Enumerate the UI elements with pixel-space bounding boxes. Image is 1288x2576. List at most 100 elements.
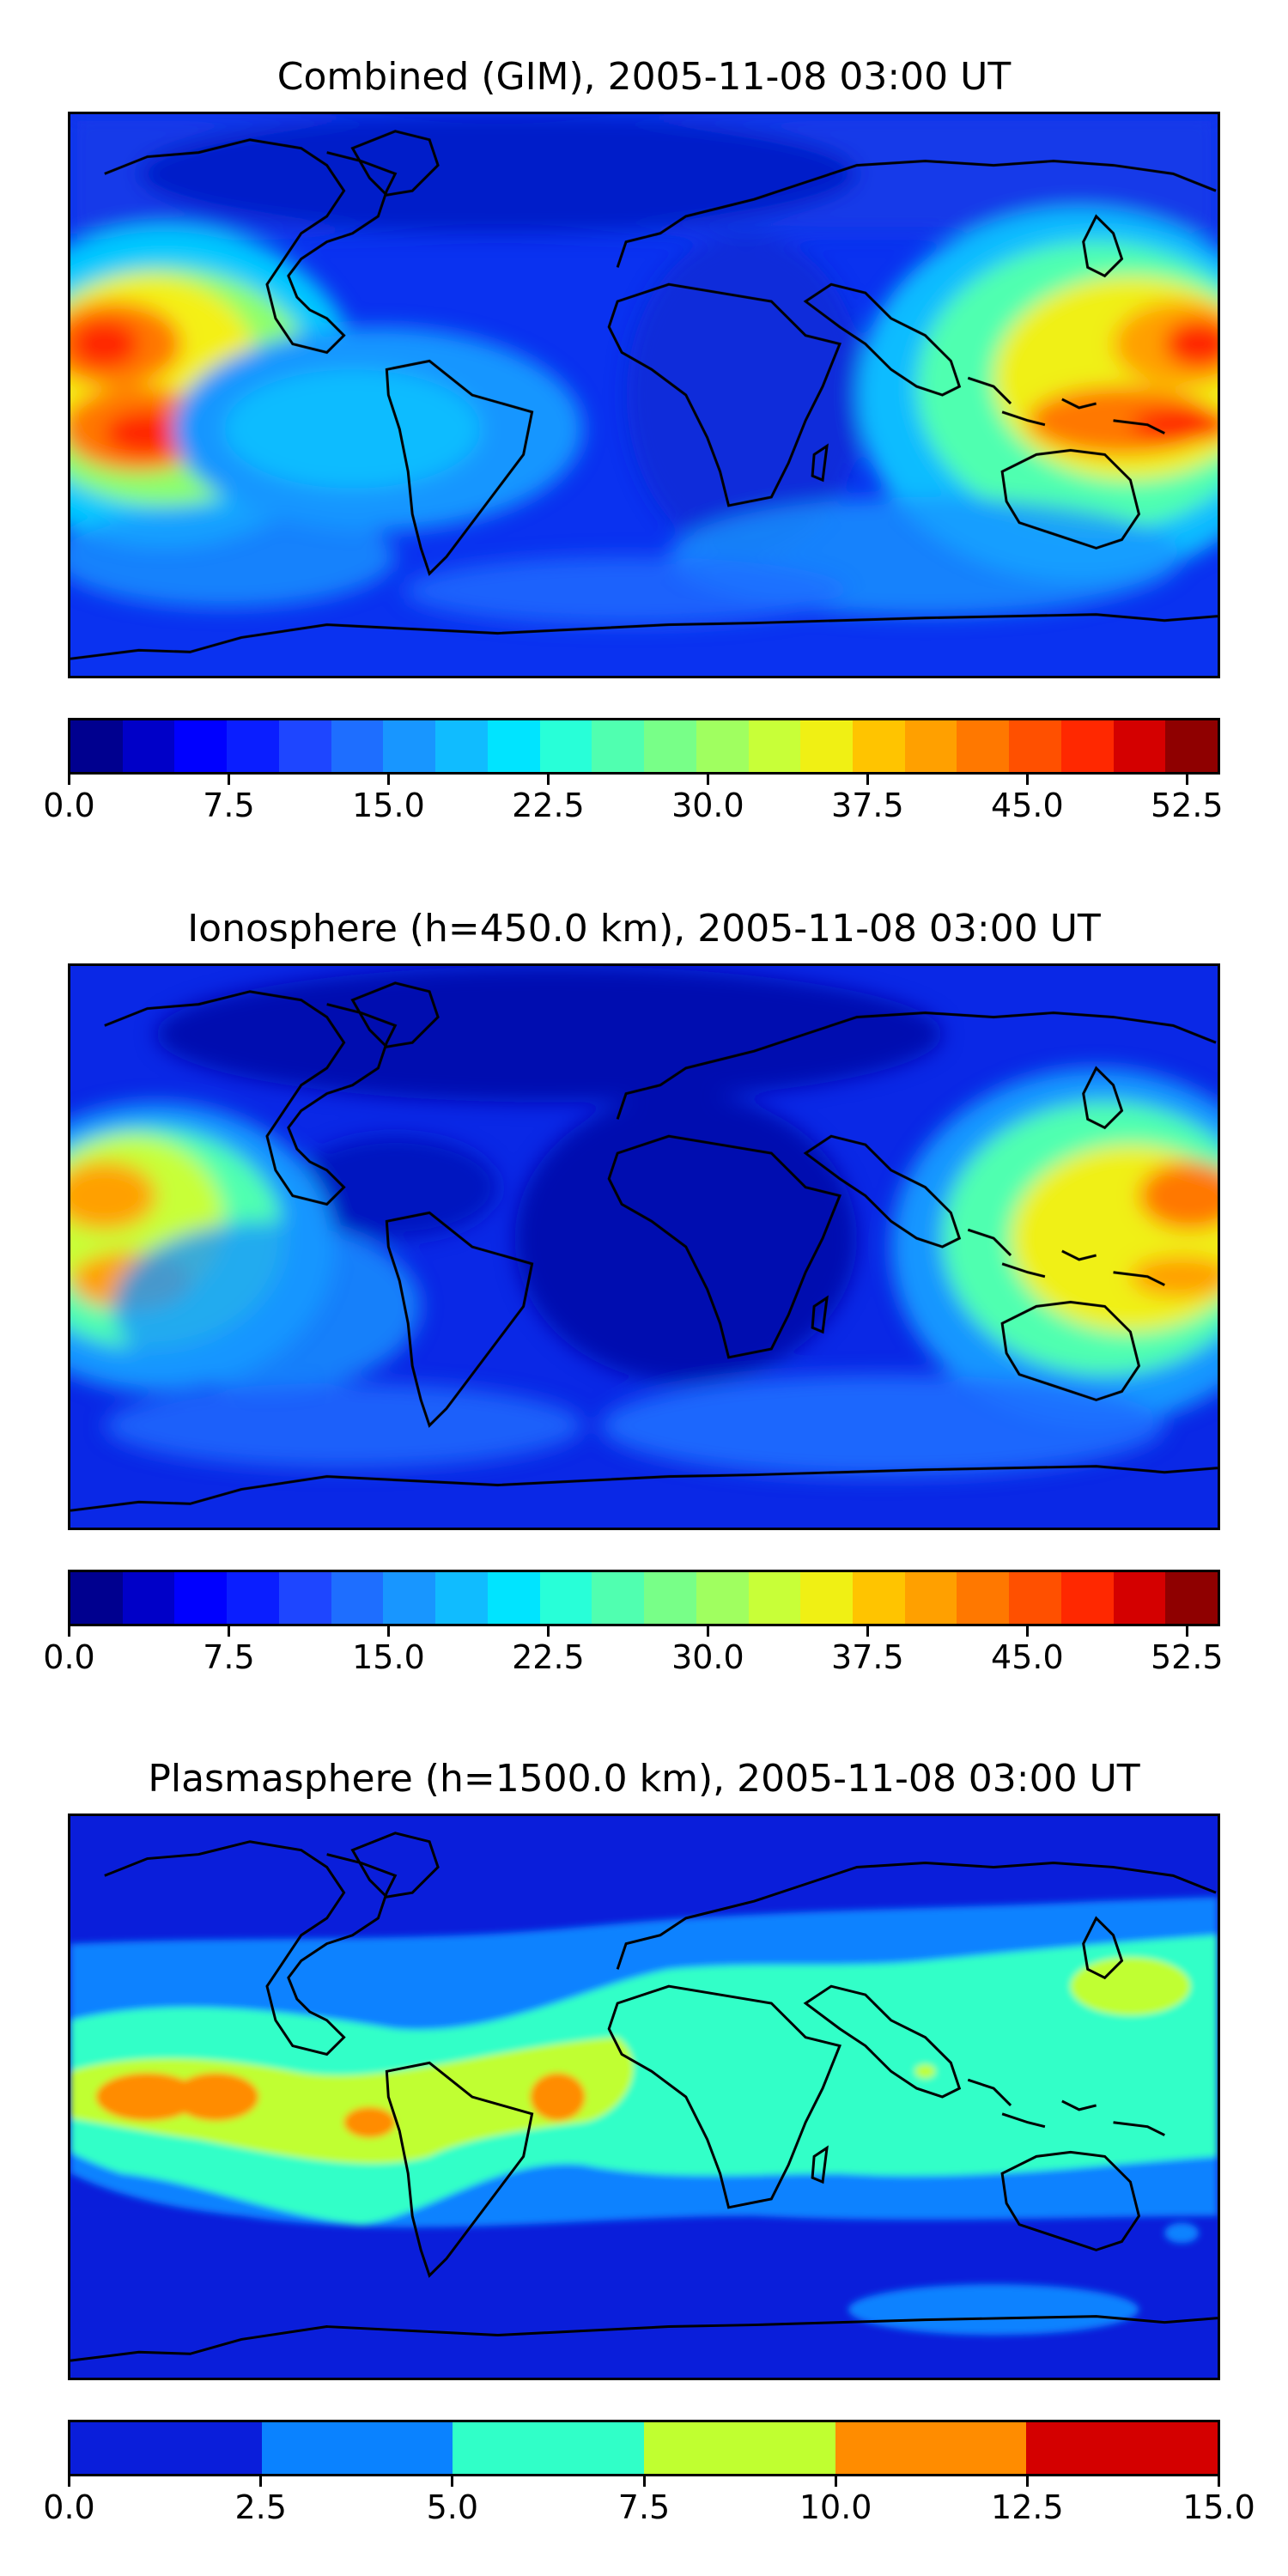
panel-3-title: Plasmasphere (h=1500.0 km), 2005-11-08 0… bbox=[148, 1757, 1140, 1801]
colorbar-segment bbox=[539, 1572, 592, 1624]
colorbar-segment bbox=[278, 720, 331, 772]
colorbar-tick bbox=[1025, 1626, 1029, 1637]
colorbar-tick bbox=[1025, 775, 1029, 785]
colorbar-tick bbox=[259, 2476, 263, 2487]
colorbar-tick-label: 15.0 bbox=[352, 1638, 425, 1676]
panel-2-colorbar bbox=[68, 1570, 1220, 1626]
colorbar-tick bbox=[866, 1626, 869, 1637]
colorbar-tick-label: 37.5 bbox=[831, 787, 904, 824]
colorbar-tick-label: 12.5 bbox=[991, 2488, 1064, 2526]
colorbar-tick-label: 45.0 bbox=[991, 1638, 1064, 1676]
colorbar-segment bbox=[278, 1572, 331, 1624]
colorbar-tick-label: 15.0 bbox=[352, 787, 425, 824]
colorbar-segment bbox=[592, 1572, 645, 1624]
colorbar-segment bbox=[331, 720, 384, 772]
colorbar-segment bbox=[122, 720, 175, 772]
colorbar-tick bbox=[706, 1626, 709, 1637]
colorbar-tick-label: 15.0 bbox=[1182, 2488, 1255, 2526]
colorbar-tick bbox=[68, 1626, 70, 1637]
colorbar-segment bbox=[1165, 720, 1218, 772]
colorbar-tick bbox=[1185, 775, 1188, 785]
colorbar-segment bbox=[904, 1572, 957, 1624]
colorbar-tick bbox=[642, 2476, 646, 2487]
colorbar-segment bbox=[122, 1572, 175, 1624]
colorbar-segment bbox=[748, 1572, 801, 1624]
colorbar-tick bbox=[706, 775, 709, 785]
colorbar-segment bbox=[383, 1572, 436, 1624]
colorbar-segment bbox=[644, 1572, 696, 1624]
colorbar-segment bbox=[800, 1572, 854, 1624]
colorbar-segment bbox=[453, 2422, 645, 2474]
panel-1-colorbar bbox=[68, 718, 1220, 775]
colorbar-segment bbox=[957, 720, 1010, 772]
colorbar-segment bbox=[1165, 1572, 1218, 1624]
colorbar-segment bbox=[539, 720, 592, 772]
colorbar-tick-label: 0.0 bbox=[43, 1638, 95, 1676]
colorbar-segment bbox=[592, 720, 645, 772]
colorbar-segment bbox=[1026, 2422, 1218, 2474]
colorbar-tick-label: 2.5 bbox=[234, 2488, 287, 2526]
colorbar-segment bbox=[487, 1572, 540, 1624]
colorbar-tick bbox=[227, 1626, 230, 1637]
colorbar-tick-label: 22.5 bbox=[512, 787, 585, 824]
colorbar-tick bbox=[1185, 1626, 1188, 1637]
colorbar-tick-label: 37.5 bbox=[831, 1638, 904, 1676]
colorbar-segment bbox=[696, 720, 749, 772]
colorbar-segment bbox=[644, 720, 696, 772]
colorbar-tick-label: 7.5 bbox=[617, 2488, 671, 2526]
colorbar-tick-label: 10.0 bbox=[799, 2488, 872, 2526]
panel-3-colorbar bbox=[68, 2420, 1220, 2476]
colorbar-segment bbox=[1113, 1572, 1166, 1624]
panel-1-title: Combined (GIM), 2005-11-08 03:00 UT bbox=[276, 55, 1012, 99]
colorbar-tick-label: 7.5 bbox=[203, 787, 255, 824]
colorbar-tick bbox=[386, 775, 390, 785]
colorbar-tick bbox=[1025, 2476, 1029, 2487]
colorbar-segment bbox=[696, 1572, 749, 1624]
colorbar-segment bbox=[70, 2422, 262, 2474]
combined-gim-map bbox=[68, 112, 1220, 678]
colorbar-segment bbox=[957, 1572, 1010, 1624]
colorbar-tick-label: 30.0 bbox=[671, 787, 744, 824]
colorbar-tick bbox=[546, 775, 550, 785]
colorbar-tick bbox=[68, 2476, 70, 2487]
colorbar-segment bbox=[835, 2422, 1027, 2474]
colorbar-tick bbox=[546, 1626, 550, 1637]
colorbar-segment bbox=[174, 1572, 228, 1624]
colorbar-tick bbox=[68, 775, 70, 785]
colorbar-tick bbox=[866, 775, 869, 785]
colorbar-segment bbox=[435, 720, 488, 772]
colorbar-tick-label: 0.0 bbox=[43, 787, 95, 824]
colorbar-segment bbox=[383, 720, 436, 772]
ionosphere-map bbox=[68, 963, 1220, 1530]
colorbar-segment bbox=[227, 720, 279, 772]
colorbar-tick-label: 30.0 bbox=[671, 1638, 744, 1676]
panel-2-title: Ionosphere (h=450.0 km), 2005-11-08 03:0… bbox=[187, 907, 1101, 951]
colorbar-segment bbox=[227, 1572, 279, 1624]
colorbar-segment bbox=[853, 720, 905, 772]
colorbar-segment bbox=[1060, 720, 1114, 772]
colorbar-segment bbox=[1113, 720, 1166, 772]
colorbar-tick bbox=[227, 775, 230, 785]
colorbar-tick bbox=[451, 2476, 454, 2487]
colorbar-segment bbox=[1009, 1572, 1061, 1624]
colorbar-segment bbox=[1009, 720, 1061, 772]
plasmasphere-map bbox=[68, 1814, 1220, 2380]
colorbar-segment bbox=[174, 720, 228, 772]
colorbar-segment bbox=[1060, 1572, 1114, 1624]
colorbar-tick bbox=[834, 2476, 837, 2487]
colorbar-tick-label: 7.5 bbox=[203, 1638, 255, 1676]
colorbar-segment bbox=[331, 1572, 384, 1624]
colorbar-segment bbox=[261, 2422, 453, 2474]
colorbar-segment bbox=[644, 2422, 835, 2474]
colorbar-tick-label: 22.5 bbox=[512, 1638, 585, 1676]
colorbar-segment bbox=[70, 720, 123, 772]
colorbar-segment bbox=[435, 1572, 488, 1624]
colorbar-tick-label: 52.5 bbox=[1150, 1638, 1224, 1676]
colorbar-segment bbox=[800, 720, 854, 772]
colorbar-tick-label: 52.5 bbox=[1150, 787, 1224, 824]
colorbar-segment bbox=[487, 720, 540, 772]
colorbar-tick-label: 0.0 bbox=[43, 2488, 95, 2526]
colorbar-segment bbox=[853, 1572, 905, 1624]
colorbar-segment bbox=[70, 1572, 123, 1624]
colorbar-tick-label: 5.0 bbox=[426, 2488, 479, 2526]
